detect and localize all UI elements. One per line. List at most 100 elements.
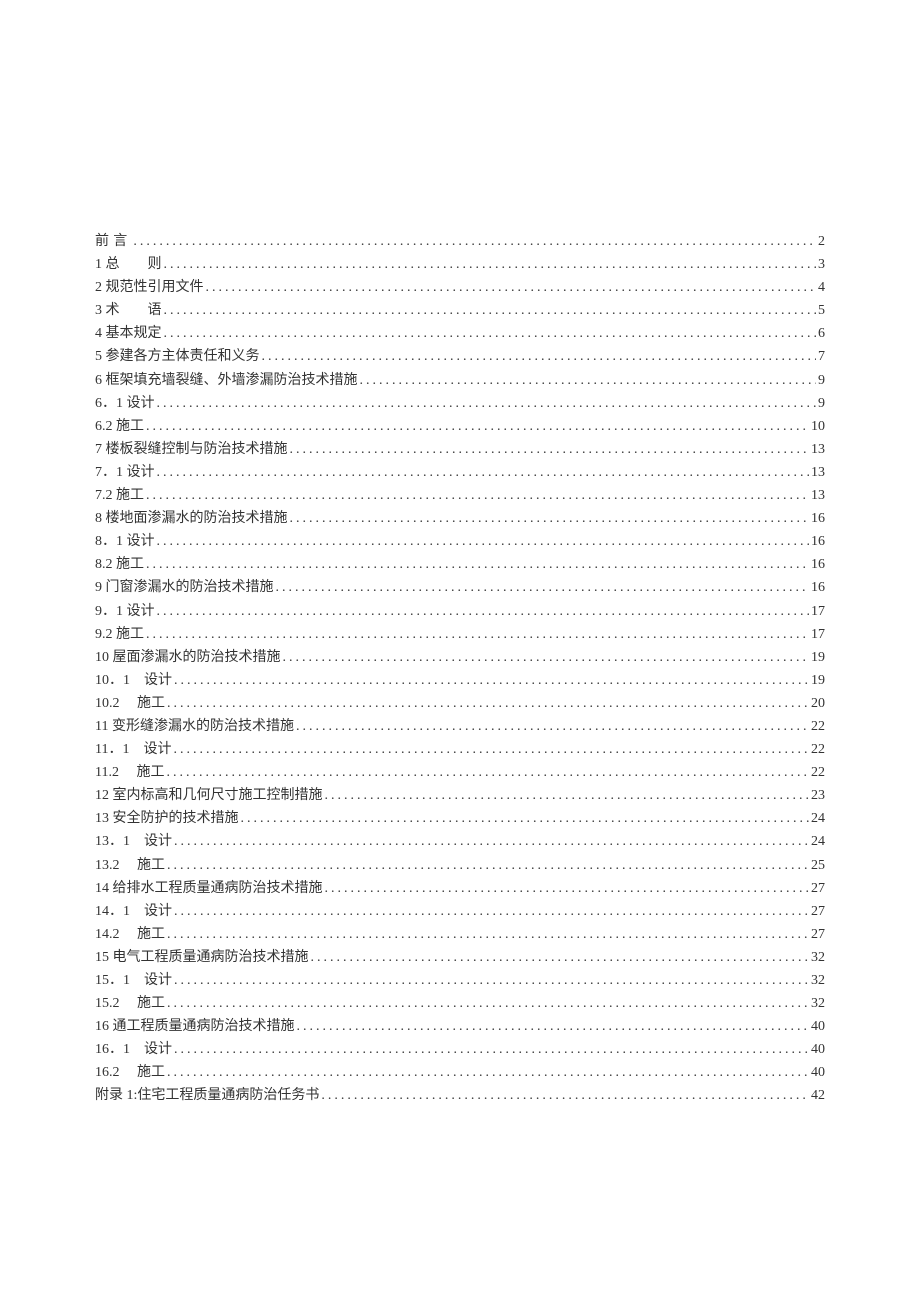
toc-leader-dots [167, 1061, 809, 1084]
toc-label: 11 变形缝渗漏水的防治技术措施 [95, 715, 294, 738]
toc-leader-dots [262, 345, 817, 368]
toc-leader-dots [325, 877, 810, 900]
toc-entry: 前言2 [95, 230, 825, 253]
toc-label: 9 门窗渗漏水的防治技术措施 [95, 576, 274, 599]
toc-leader-dots [167, 692, 809, 715]
toc-label: 13．1 设计 [95, 830, 172, 853]
toc-entry: 8 楼地面渗漏水的防治技术措施16 [95, 507, 825, 530]
toc-label: 14.2 施工 [95, 923, 165, 946]
toc-page-number: 13 [811, 438, 825, 461]
toc-page-number: 9 [818, 369, 825, 392]
toc-leader-dots [290, 507, 810, 530]
toc-page-number: 13 [811, 484, 825, 507]
toc-entry: 13 安全防护的技术措施 24 [95, 807, 825, 830]
toc-leader-dots [174, 830, 809, 853]
toc-label: 10．1 设计 [95, 669, 172, 692]
toc-label: 9.2 施工 [95, 623, 144, 646]
toc-entry: 3 术 语 5 [95, 299, 825, 322]
toc-page-number: 32 [811, 992, 825, 1015]
toc-leader-dots [296, 715, 809, 738]
toc-leader-dots [167, 992, 809, 1015]
toc-label: 7.2 施工 [95, 484, 144, 507]
toc-leader-dots [146, 553, 809, 576]
toc-leader-dots [325, 784, 810, 807]
toc-leader-dots [311, 946, 810, 969]
toc-label: 7．1 设计 [95, 461, 155, 484]
toc-entry: 6 框架填充墙裂缝、外墙渗漏防治技术措施 9 [95, 369, 825, 392]
toc-leader-dots [146, 623, 809, 646]
toc-label: 11.2 施工 [95, 761, 164, 784]
toc-entry: 11.2 施工22 [95, 761, 825, 784]
toc-leader-dots [173, 738, 809, 761]
toc-page-number: 23 [811, 784, 825, 807]
toc-entry: 8.2 施工16 [95, 553, 825, 576]
toc-label: 16.2 施工 [95, 1061, 165, 1084]
toc-page-number: 5 [818, 299, 825, 322]
toc-entry: 4 基本规定 6 [95, 322, 825, 345]
toc-label: 4 基本规定 [95, 322, 162, 345]
toc-leader-dots [174, 1038, 809, 1061]
toc-page-number: 20 [811, 692, 825, 715]
toc-entry: 5 参建各方主体责任和义务7 [95, 345, 825, 368]
toc-leader-dots [167, 854, 809, 877]
toc-entry: 11 变形缝渗漏水的防治技术措施22 [95, 715, 825, 738]
toc-label: 13 安全防护的技术措施 [95, 807, 239, 830]
toc-label: 3 术 语 [95, 299, 162, 322]
toc-page-number: 4 [818, 276, 825, 299]
toc-page-number: 9 [818, 392, 825, 415]
toc-page-number: 25 [811, 854, 825, 877]
toc-entry: 14 给排水工程质量通病防治技术措施27 [95, 877, 825, 900]
toc-entry: 16.2 施工40 [95, 1061, 825, 1084]
toc-page-number: 10 [811, 415, 825, 438]
toc-leader-dots [146, 484, 809, 507]
toc-entry: 1 总 则3 [95, 253, 825, 276]
toc-leader-dots [164, 253, 817, 276]
toc-page-number: 13 [811, 461, 825, 484]
toc-label: 15．1 设计 [95, 969, 172, 992]
toc-label: 7 楼板裂缝控制与防治技术措施 [95, 438, 288, 461]
toc-entry: 10.2 施工20 [95, 692, 825, 715]
toc-leader-dots [157, 600, 810, 623]
toc-entry: 7.2 施工 13 [95, 484, 825, 507]
toc-page-number: 24 [811, 807, 825, 830]
toc-label: 13.2 施工 [95, 854, 165, 877]
toc-page-number: 17 [811, 623, 825, 646]
toc-page-number: 27 [811, 923, 825, 946]
toc-leader-dots [157, 530, 810, 553]
toc-label: 16 通工程质量通病防治技术措施 [95, 1015, 295, 1038]
toc-entry: 6．1 设计9 [95, 392, 825, 415]
toc-entry: 7．1 设计 13 [95, 461, 825, 484]
toc-entry: 13.2 施工 25 [95, 854, 825, 877]
toc-label: 16．1 设计 [95, 1038, 172, 1061]
toc-label: 2 规范性引用文件 [95, 276, 204, 299]
toc-page-number: 6 [818, 322, 825, 345]
toc-entry: 7 楼板裂缝控制与防治技术措施 13 [95, 438, 825, 461]
toc-leader-dots [133, 230, 816, 253]
toc-label: 9．1 设计 [95, 600, 155, 623]
toc-label: 14 给排水工程质量通病防治技术措施 [95, 877, 323, 900]
toc-leader-dots [360, 369, 817, 392]
toc-entry: 6.2 施工 10 [95, 415, 825, 438]
toc-entry: 9 门窗渗漏水的防治技术措施16 [95, 576, 825, 599]
toc-leader-dots [166, 761, 809, 784]
toc-label: 15.2 施工 [95, 992, 165, 1015]
toc-page-number: 16 [811, 553, 825, 576]
toc-entry: 10．1 设计19 [95, 669, 825, 692]
toc-page-number: 22 [811, 738, 825, 761]
toc-leader-dots [241, 807, 810, 830]
toc-label: 15 电气工程质量通病防治技术措施 [95, 946, 309, 969]
toc-leader-dots [297, 1015, 810, 1038]
toc-leader-dots [174, 969, 809, 992]
toc-page-number: 32 [811, 946, 825, 969]
toc-entry: 2 规范性引用文件 4 [95, 276, 825, 299]
toc-label: 10 屋面渗漏水的防治技术措施 [95, 646, 281, 669]
toc-leader-dots [164, 299, 817, 322]
toc-label: 6.2 施工 [95, 415, 144, 438]
toc-entry: 11．1 设计 22 [95, 738, 825, 761]
toc-leader-dots [290, 438, 810, 461]
toc-label: 6 框架填充墙裂缝、外墙渗漏防治技术措施 [95, 369, 358, 392]
toc-label: 11．1 设计 [95, 738, 171, 761]
toc-leader-dots [174, 669, 809, 692]
toc-entry: 16 通工程质量通病防治技术措施40 [95, 1015, 825, 1038]
toc-label: 12 室内标高和几何尺寸施工控制措施 [95, 784, 323, 807]
